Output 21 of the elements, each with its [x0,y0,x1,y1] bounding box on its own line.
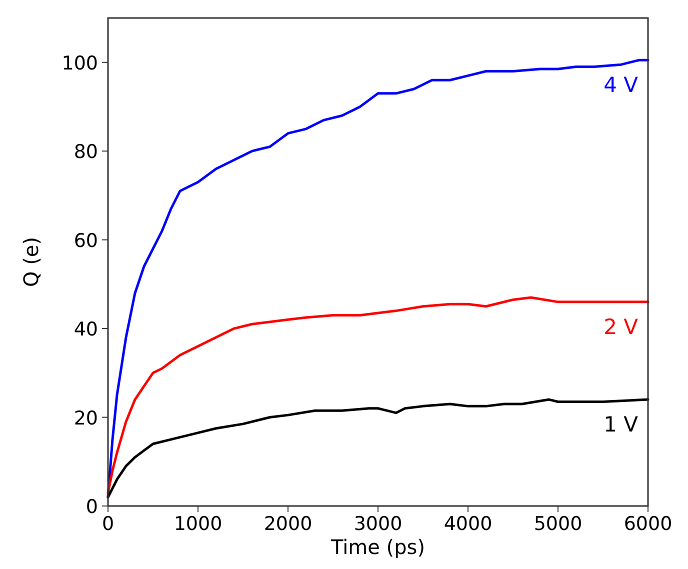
y-tick-label: 80 [74,141,98,164]
y-axis-title: Q (e) [19,236,43,288]
x-tick-label: 2000 [264,513,312,535]
series-label: 4 V [604,73,639,98]
x-tick-label: 4000 [444,513,492,535]
line-series [106,58,650,498]
series-label: 2 V [604,314,639,339]
y-tick-label: 0 [86,496,98,518]
x-axis-title: Time (ps) [330,535,426,559]
line-series [106,296,650,494]
x-tick-label: 1000 [174,513,222,535]
y-tick-label: 40 [74,318,98,341]
y-tick-label: 20 [74,407,98,430]
y-tick-label: 100 [62,52,98,74]
series-label: 1 V [604,412,639,437]
x-tick-label: 0 [102,513,114,535]
x-tick-label: 6000 [624,513,672,535]
y-tick-label: 60 [74,230,98,252]
x-tick-label: 5000 [534,513,582,535]
line-series [106,398,650,498]
x-tick-label: 3000 [354,513,402,535]
